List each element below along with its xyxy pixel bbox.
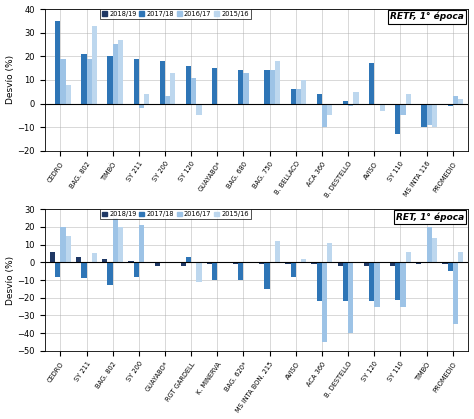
Bar bbox=[374, 262, 380, 307]
Bar bbox=[327, 243, 332, 262]
Y-axis label: Desvío (%): Desvío (%) bbox=[6, 55, 15, 104]
Bar bbox=[244, 73, 249, 103]
Legend: 2018/19, 2017/18, 2016/17, 2015/16: 2018/19, 2017/18, 2016/17, 2015/16 bbox=[100, 9, 251, 19]
Bar bbox=[233, 262, 238, 264]
Bar bbox=[322, 262, 327, 342]
Bar bbox=[291, 262, 296, 277]
Bar bbox=[317, 94, 322, 103]
Bar bbox=[92, 253, 97, 262]
Bar bbox=[348, 103, 353, 106]
Bar bbox=[87, 59, 92, 103]
Bar bbox=[65, 236, 71, 262]
Bar bbox=[348, 262, 353, 333]
Bar bbox=[139, 103, 144, 108]
Bar bbox=[128, 261, 134, 262]
Bar bbox=[442, 262, 447, 264]
Bar bbox=[327, 103, 332, 115]
Bar bbox=[317, 262, 322, 301]
Bar bbox=[296, 89, 301, 103]
Bar bbox=[196, 262, 201, 282]
Bar bbox=[291, 89, 296, 103]
Bar bbox=[301, 80, 306, 103]
Bar bbox=[82, 54, 87, 103]
Text: RETF, 1° época: RETF, 1° época bbox=[390, 12, 464, 21]
Bar bbox=[207, 262, 212, 264]
Bar bbox=[76, 257, 82, 262]
Bar bbox=[238, 262, 244, 280]
Bar bbox=[108, 56, 113, 103]
Bar bbox=[212, 262, 217, 280]
Bar bbox=[432, 238, 437, 262]
Bar bbox=[322, 103, 327, 127]
Bar bbox=[160, 61, 165, 103]
Bar bbox=[155, 262, 160, 266]
Bar bbox=[406, 94, 411, 103]
Bar bbox=[65, 85, 71, 103]
Bar bbox=[453, 262, 458, 324]
Bar bbox=[395, 262, 401, 300]
Bar bbox=[416, 262, 421, 264]
Bar bbox=[270, 70, 275, 103]
Bar bbox=[134, 59, 139, 103]
Bar bbox=[353, 92, 358, 103]
Y-axis label: Desvío (%): Desvío (%) bbox=[6, 256, 15, 305]
Bar bbox=[134, 262, 139, 277]
Bar bbox=[275, 241, 280, 262]
Bar bbox=[432, 103, 437, 127]
Bar bbox=[82, 262, 87, 278]
Bar bbox=[401, 103, 406, 115]
Bar bbox=[191, 78, 196, 103]
Bar bbox=[458, 99, 463, 103]
Bar bbox=[337, 262, 343, 266]
Bar bbox=[113, 44, 118, 103]
Bar bbox=[369, 63, 374, 103]
Bar bbox=[275, 61, 280, 103]
Bar bbox=[165, 96, 170, 103]
Bar bbox=[118, 40, 123, 103]
Bar bbox=[406, 252, 411, 262]
Bar bbox=[144, 94, 149, 103]
Bar bbox=[427, 227, 432, 262]
Bar bbox=[55, 21, 60, 103]
Bar bbox=[401, 262, 406, 307]
Bar bbox=[264, 262, 270, 289]
Bar bbox=[458, 252, 463, 262]
Bar bbox=[50, 252, 55, 262]
Bar bbox=[186, 257, 191, 262]
Bar bbox=[108, 262, 113, 285]
Bar bbox=[113, 218, 118, 262]
Bar bbox=[395, 103, 401, 134]
Bar bbox=[343, 101, 348, 103]
Bar bbox=[301, 259, 306, 262]
Bar bbox=[343, 262, 348, 301]
Bar bbox=[186, 66, 191, 103]
Bar bbox=[60, 227, 65, 262]
Bar bbox=[259, 262, 264, 264]
Bar bbox=[102, 259, 108, 262]
Bar bbox=[170, 73, 175, 103]
Bar bbox=[264, 70, 270, 103]
Bar bbox=[447, 103, 453, 106]
Bar bbox=[92, 26, 97, 103]
Bar bbox=[285, 262, 291, 264]
Bar bbox=[390, 262, 395, 266]
Text: RET, 1° época: RET, 1° época bbox=[396, 212, 464, 222]
Bar bbox=[421, 103, 427, 127]
Bar bbox=[55, 262, 60, 277]
Bar bbox=[60, 59, 65, 103]
Bar bbox=[364, 262, 369, 266]
Legend: 2018/19, 2017/18, 2016/17, 2015/16: 2018/19, 2017/18, 2016/17, 2015/16 bbox=[100, 209, 251, 219]
Bar bbox=[181, 262, 186, 266]
Bar bbox=[369, 262, 374, 301]
Bar bbox=[118, 227, 123, 262]
Bar bbox=[453, 96, 458, 103]
Bar bbox=[196, 103, 201, 115]
Bar bbox=[212, 68, 217, 103]
Bar bbox=[238, 70, 244, 103]
Bar bbox=[380, 103, 385, 111]
Bar bbox=[139, 225, 144, 262]
Bar bbox=[427, 103, 432, 125]
Bar bbox=[311, 262, 317, 264]
Bar bbox=[447, 262, 453, 271]
